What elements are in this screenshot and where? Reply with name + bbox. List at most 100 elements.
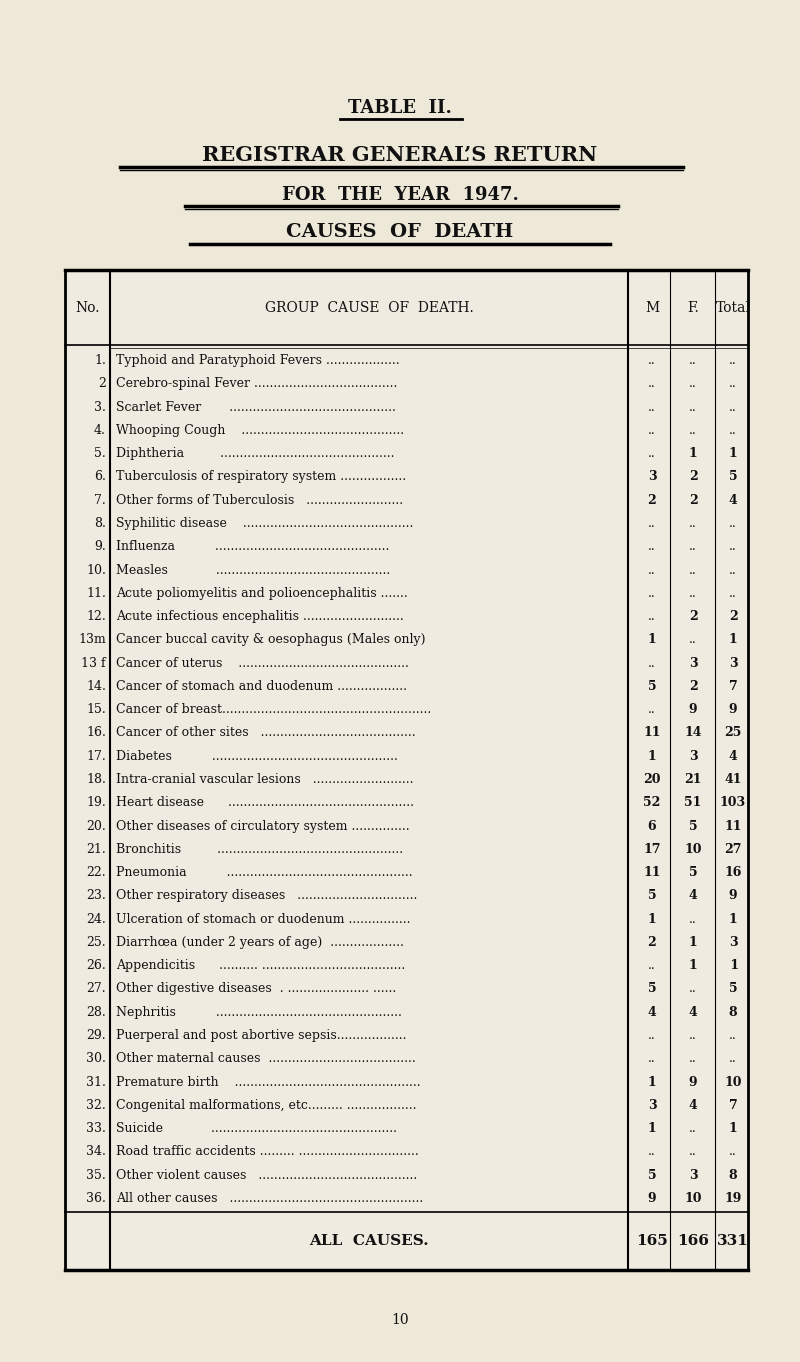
Text: Typhoid and Paratyphoid Fevers ...................: Typhoid and Paratyphoid Fevers .........…: [116, 354, 400, 368]
Text: 4: 4: [729, 749, 738, 763]
Text: Syphilitic disease    ............................................: Syphilitic disease .....................…: [116, 518, 414, 530]
Text: 5: 5: [648, 680, 656, 693]
Text: 5: 5: [689, 820, 698, 832]
Text: 14: 14: [684, 726, 702, 740]
Text: 33.: 33.: [86, 1122, 106, 1135]
Text: 1: 1: [648, 913, 656, 926]
Text: 34.: 34.: [86, 1145, 106, 1158]
Text: 25.: 25.: [86, 936, 106, 949]
Text: Diarrhœa (under 2 years of age)  ...................: Diarrhœa (under 2 years of age) ........…: [116, 936, 404, 949]
Text: Other violent causes   .........................................: Other violent causes ...................…: [116, 1169, 418, 1182]
Text: 1: 1: [648, 749, 656, 763]
Text: ..: ..: [729, 1053, 737, 1065]
Text: 23.: 23.: [86, 889, 106, 903]
Text: 103: 103: [720, 797, 746, 809]
Text: 2: 2: [689, 470, 698, 484]
Text: 27.: 27.: [86, 982, 106, 996]
Text: 25: 25: [724, 726, 742, 740]
Text: 51: 51: [684, 797, 702, 809]
Text: Ulceration of stomach or duodenum ................: Ulceration of stomach or duodenum ......…: [116, 913, 410, 926]
Text: 15.: 15.: [86, 703, 106, 716]
Text: TABLE  II.: TABLE II.: [348, 99, 452, 117]
Text: CAUSES  OF  DEATH: CAUSES OF DEATH: [286, 223, 514, 241]
Text: 2: 2: [98, 377, 106, 391]
Text: ..: ..: [689, 1145, 697, 1158]
Text: 4.: 4.: [94, 424, 106, 437]
Text: Cancer of stomach and duodenum ..................: Cancer of stomach and duodenum .........…: [116, 680, 407, 693]
Text: 1: 1: [729, 913, 738, 926]
Text: 1: 1: [726, 959, 739, 972]
Text: 4: 4: [648, 1005, 656, 1019]
Text: 5: 5: [729, 982, 738, 996]
Text: 52: 52: [643, 797, 661, 809]
Text: Congenital malformations, etc......... ..................: Congenital malformations, etc......... .…: [116, 1099, 417, 1111]
Text: 22.: 22.: [86, 866, 106, 878]
Text: 1: 1: [729, 447, 738, 460]
Text: 8: 8: [729, 1169, 738, 1182]
Text: 3: 3: [689, 1169, 698, 1182]
Text: ..: ..: [689, 424, 697, 437]
Text: 24.: 24.: [86, 913, 106, 926]
Text: 165: 165: [636, 1234, 668, 1248]
Text: 26.: 26.: [86, 959, 106, 972]
Text: 7.: 7.: [94, 494, 106, 507]
Text: All other causes   ..................................................: All other causes .......................…: [116, 1192, 423, 1205]
Text: 1: 1: [729, 633, 738, 647]
Text: 3: 3: [648, 470, 656, 484]
Text: 6.: 6.: [94, 470, 106, 484]
Text: 9: 9: [689, 703, 698, 716]
Text: ..: ..: [689, 541, 697, 553]
Text: 1.: 1.: [94, 354, 106, 368]
Text: Measles            .............................................: Measles ................................…: [116, 564, 390, 576]
Text: ..: ..: [648, 1053, 656, 1065]
Text: Tuberculosis of respiratory system .................: Tuberculosis of respiratory system .....…: [116, 470, 406, 484]
Text: 3: 3: [729, 656, 738, 670]
Text: 8.: 8.: [94, 518, 106, 530]
Text: Acute infectious encephalitis ..........................: Acute infectious encephalitis ..........…: [116, 610, 404, 622]
Text: ..: ..: [729, 1028, 737, 1042]
Text: 166: 166: [677, 1234, 709, 1248]
Text: 12.: 12.: [86, 610, 106, 622]
Text: ..: ..: [648, 447, 656, 460]
Text: Pneumonia          ................................................: Pneumonia ..............................…: [116, 866, 413, 878]
Text: 20.: 20.: [86, 820, 106, 832]
Text: Cancer of other sites   ........................................: Cancer of other sites ..................…: [116, 726, 416, 740]
Text: 11.: 11.: [86, 587, 106, 599]
Text: Influenza          .............................................: Influenza ..............................…: [116, 541, 390, 553]
Text: ..: ..: [648, 518, 656, 530]
Text: Cancer of uterus    ............................................: Cancer of uterus .......................…: [116, 656, 409, 670]
Text: Cancer of breast......................................................: Cancer of breast........................…: [116, 703, 431, 716]
Text: 9: 9: [729, 703, 738, 716]
Text: Intra-cranial vascular lesions   ..........................: Intra-cranial vascular lesions .........…: [116, 774, 414, 786]
Text: 4: 4: [729, 494, 738, 507]
Text: Bronchitis         ................................................: Bronchitis .............................…: [116, 843, 403, 855]
Text: 10: 10: [684, 1192, 702, 1205]
Text: FOR  THE  YEAR  1947.: FOR THE YEAR 1947.: [282, 187, 518, 204]
Text: 8: 8: [729, 1005, 738, 1019]
Text: Scarlet Fever       ...........................................: Scarlet Fever ..........................…: [116, 400, 396, 414]
Text: 41: 41: [724, 774, 742, 786]
Text: 5: 5: [729, 470, 738, 484]
Text: Appendicitis      .......... .....................................: Appendicitis .......... ................…: [116, 959, 406, 972]
Text: ..: ..: [689, 1028, 697, 1042]
Text: 20: 20: [643, 774, 661, 786]
Text: 19: 19: [724, 1192, 742, 1205]
Text: Nephritis          ................................................: Nephritis ..............................…: [116, 1005, 402, 1019]
Text: 4: 4: [689, 1099, 698, 1111]
Text: ..: ..: [648, 959, 656, 972]
Text: REGISTRAR GENERAL’S RETURN: REGISTRAR GENERAL’S RETURN: [202, 144, 598, 165]
Text: 1: 1: [689, 447, 698, 460]
Text: 10: 10: [391, 1313, 409, 1327]
Text: ..: ..: [729, 541, 737, 553]
Text: 9: 9: [648, 1192, 656, 1205]
Text: ..: ..: [689, 1122, 697, 1135]
Text: 5: 5: [648, 1169, 656, 1182]
Text: ..: ..: [729, 518, 737, 530]
Text: ..: ..: [648, 354, 656, 368]
Text: ..: ..: [648, 587, 656, 599]
Text: 9.: 9.: [94, 541, 106, 553]
Text: ..: ..: [689, 982, 697, 996]
Text: 29.: 29.: [86, 1028, 106, 1042]
Text: 1: 1: [689, 959, 698, 972]
Text: 5: 5: [689, 866, 698, 878]
